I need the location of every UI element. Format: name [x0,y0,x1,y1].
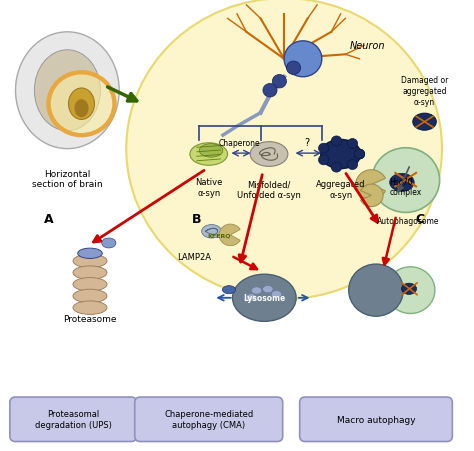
Ellipse shape [233,275,296,322]
Circle shape [331,163,342,173]
Text: Aggregated
α-syn: Aggregated α-syn [316,180,365,200]
Ellipse shape [246,294,256,301]
FancyBboxPatch shape [135,397,283,442]
Circle shape [347,139,357,149]
Ellipse shape [69,89,94,120]
Circle shape [48,73,115,136]
Text: Hsc70
complex: Hsc70 complex [389,177,421,197]
Text: Damaged or
aggregated
α-syn: Damaged or aggregated α-syn [401,76,448,107]
Ellipse shape [73,255,107,268]
Ellipse shape [102,239,116,249]
Ellipse shape [320,140,361,169]
Ellipse shape [73,290,107,303]
Ellipse shape [251,287,262,295]
Circle shape [372,148,439,213]
Text: Macro autophagy: Macro autophagy [337,414,415,423]
Text: LAMP2A: LAMP2A [177,253,210,262]
Ellipse shape [271,291,282,298]
FancyBboxPatch shape [10,397,137,442]
FancyBboxPatch shape [300,397,452,442]
Text: B: B [192,212,202,225]
Circle shape [284,42,322,78]
Ellipse shape [250,143,288,167]
Circle shape [349,264,403,317]
Ellipse shape [73,266,107,280]
Ellipse shape [78,249,102,259]
Text: Native
α-syn: Native α-syn [195,178,222,198]
Ellipse shape [390,174,414,192]
Ellipse shape [199,144,223,158]
Text: Autophagosome: Autophagosome [377,216,439,226]
Circle shape [319,156,329,166]
Circle shape [331,137,342,147]
Ellipse shape [263,286,273,293]
Circle shape [126,0,442,299]
Ellipse shape [74,100,89,118]
Text: Neuron: Neuron [350,41,385,51]
Ellipse shape [73,301,107,315]
Circle shape [286,62,301,75]
Text: Horizontal
section of brain: Horizontal section of brain [32,170,103,189]
Ellipse shape [201,225,221,239]
Circle shape [347,160,357,170]
Text: Chaperone: Chaperone [219,138,261,147]
Wedge shape [356,170,385,200]
Text: A: A [44,212,53,225]
Text: Proteasomal
degradation (UPS): Proteasomal degradation (UPS) [35,409,111,429]
Text: ?: ? [304,138,310,147]
Ellipse shape [16,33,119,149]
Text: Proteasome: Proteasome [63,314,117,323]
Text: Misfolded/
Unfolded α-syn: Misfolded/ Unfolded α-syn [237,180,301,200]
Circle shape [355,150,365,160]
Wedge shape [219,225,240,246]
Text: Lysosome: Lysosome [243,294,285,303]
Circle shape [263,84,277,98]
Circle shape [355,150,365,160]
Ellipse shape [222,286,236,294]
Ellipse shape [401,284,417,295]
Text: C: C [415,212,424,225]
Wedge shape [361,185,383,207]
Circle shape [319,144,329,154]
Ellipse shape [190,143,228,166]
Text: KFERQ: KFERQ [208,233,231,238]
Ellipse shape [35,51,100,131]
Circle shape [273,75,286,89]
Text: Chaperone-mediated
autophagy (CMA): Chaperone-mediated autophagy (CMA) [164,409,253,429]
Circle shape [386,267,435,314]
Ellipse shape [73,278,107,291]
Ellipse shape [413,114,437,131]
